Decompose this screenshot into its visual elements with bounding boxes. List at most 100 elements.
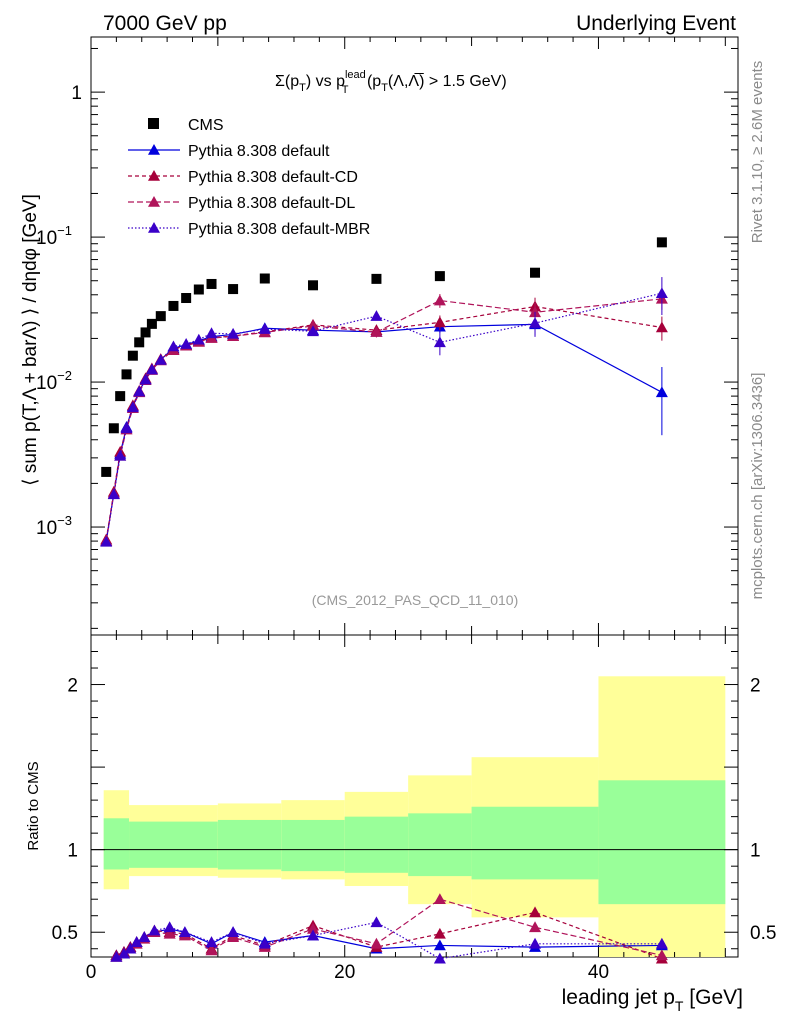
ratio-point xyxy=(655,949,668,961)
mc-point xyxy=(655,386,668,398)
ratio-line xyxy=(116,911,663,960)
ratio-point xyxy=(529,906,542,918)
mc-point xyxy=(180,338,193,349)
ratio-point xyxy=(258,937,271,949)
ratio-point xyxy=(138,931,151,942)
mc-point xyxy=(120,422,133,434)
mc-point xyxy=(433,336,446,348)
cms-point xyxy=(121,369,132,380)
legend-marker xyxy=(148,170,160,181)
uncertainty-band-inner xyxy=(598,780,726,905)
mc-point xyxy=(307,325,320,337)
uncertainty-band-inner xyxy=(471,806,599,880)
ratio-point xyxy=(178,926,191,938)
cms-point xyxy=(108,423,119,434)
mc-point xyxy=(655,321,668,333)
ratio-series-0 xyxy=(110,922,668,961)
x-axis-label: leading jet pT [GeV] xyxy=(562,986,743,1014)
uncertainty-band-inner xyxy=(408,813,472,877)
y-tick-label-ratio-right: 1 xyxy=(750,841,761,862)
legend-label: Pythia 8.308 default xyxy=(188,143,330,160)
cms-point xyxy=(259,273,270,284)
mc-point xyxy=(258,323,271,334)
series-2 xyxy=(100,297,668,545)
ratio-point xyxy=(370,916,383,928)
ratio-point xyxy=(148,924,161,936)
series-line xyxy=(105,292,663,542)
legend-marker xyxy=(148,144,160,155)
cms-point xyxy=(206,278,217,289)
y-tick-label-ratio-right: 0.5 xyxy=(750,923,776,944)
ratio-point xyxy=(163,921,176,933)
plot-title: Σ(pT) vs plead T (pT(Λ,Λ̅) > 1.5 GeV) xyxy=(275,69,507,96)
cms-point xyxy=(134,337,145,348)
ratio-point xyxy=(163,927,176,939)
cms-point xyxy=(127,350,138,361)
y-axis-label-bottom: Ratio to CMS xyxy=(25,761,42,850)
mc-point xyxy=(145,363,158,375)
legend-marker xyxy=(148,222,160,233)
ratio-point xyxy=(117,947,130,959)
mc-point xyxy=(433,294,446,306)
mc-point xyxy=(154,353,167,365)
ratio-point xyxy=(110,951,123,962)
cms-point xyxy=(168,300,179,311)
legend-item: Pythia 8.308 default-MBR xyxy=(128,221,370,238)
series-3 xyxy=(100,289,668,546)
ratio-point xyxy=(433,893,446,905)
legend-label: Pythia 8.308 default-MBR xyxy=(188,221,370,238)
ratio-series-3 xyxy=(110,916,668,964)
mc-point xyxy=(370,310,383,321)
mc-point xyxy=(126,401,139,413)
mc-point xyxy=(192,333,205,345)
mc-point xyxy=(655,287,668,299)
analysis-id: (CMS_2012_PAS_QCD_11_010) xyxy=(312,592,519,608)
cms-point xyxy=(228,284,239,295)
ratio-point xyxy=(433,927,446,939)
series-0 xyxy=(101,237,667,477)
ratio-point xyxy=(130,936,143,947)
y-tick-label-ratio-right: 2 xyxy=(750,676,761,697)
legend-item: Pythia 8.308 default-CD xyxy=(128,169,358,186)
ratio-point xyxy=(433,939,446,951)
ratio-point xyxy=(529,937,542,949)
legend-label: Pythia 8.308 default-DL xyxy=(188,195,355,212)
legend-marker xyxy=(148,196,160,207)
ratio-point xyxy=(124,942,137,954)
mc-point xyxy=(433,316,446,328)
header-right: Underlying Event xyxy=(576,12,736,35)
y-tick-label-ratio-left: 0.5 xyxy=(52,923,78,944)
legend-item: CMS xyxy=(148,117,224,134)
series-line xyxy=(105,305,662,540)
y-tick-label-top: 10−3 xyxy=(36,513,72,539)
cms-point xyxy=(371,273,382,284)
cms-point xyxy=(146,318,157,329)
ratio-point xyxy=(307,929,320,941)
ratio-point xyxy=(433,952,446,964)
series-line xyxy=(105,323,663,542)
rivet-label: Rivet 3.1.10, ≥ 2.6M events xyxy=(749,61,766,244)
legend-label: CMS xyxy=(188,117,224,134)
uncertainty-band-inner xyxy=(217,819,282,870)
cms-point xyxy=(115,391,126,402)
cms-point xyxy=(656,237,667,248)
cms-point xyxy=(193,284,204,295)
y-tick-label-ratio-left: 1 xyxy=(67,841,78,862)
mcplots-label: mcplots.cern.ch [arXiv:1306.3436] xyxy=(749,373,766,600)
legend-label: Pythia 8.308 default-CD xyxy=(188,169,358,186)
mc-point xyxy=(100,535,113,547)
mc-point xyxy=(133,385,146,397)
y-axis-label-top: ⟨ sum p(T,Λ + barΛ) ⟩ / dηdφ [GeV] xyxy=(20,194,41,486)
mc-point xyxy=(139,373,152,385)
x-tick-label: 20 xyxy=(334,962,355,983)
cms-point xyxy=(308,280,319,291)
ratio-panel-frame xyxy=(90,634,739,958)
cms-point xyxy=(434,271,445,282)
mc-point xyxy=(167,340,180,352)
mc-point xyxy=(107,488,120,500)
legend-marker xyxy=(148,118,159,129)
series-4 xyxy=(100,277,668,547)
mc-point xyxy=(529,306,542,318)
legend-item: Pythia 8.308 default xyxy=(128,143,330,160)
